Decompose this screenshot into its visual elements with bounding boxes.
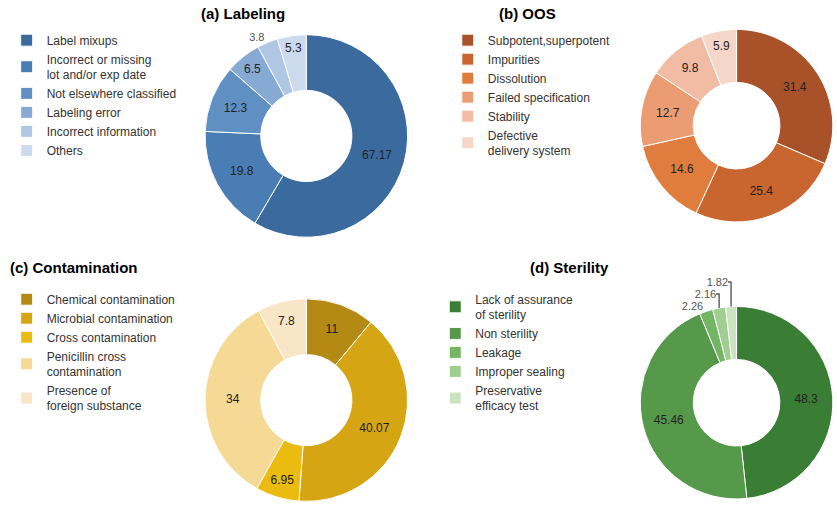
svg-text:40.07: 40.07: [359, 421, 389, 435]
svg-text:Incorrect information: Incorrect information: [47, 125, 156, 139]
svg-text:Improper sealing: Improper sealing: [475, 365, 564, 379]
svg-text:Not elsewhere classified: Not elsewhere classified: [47, 87, 176, 101]
svg-text:Others: Others: [47, 144, 83, 158]
svg-text:Microbial contamination: Microbial contamination: [47, 312, 173, 326]
svg-text:67.17: 67.17: [362, 148, 392, 162]
svg-text:31.4: 31.4: [783, 80, 807, 94]
svg-text:(c) Contamination: (c) Contamination: [10, 259, 138, 276]
svg-text:6.5: 6.5: [244, 62, 261, 76]
svg-text:6.95: 6.95: [271, 473, 295, 487]
svg-text:Failed specification: Failed specification: [488, 91, 590, 105]
svg-text:(d) Sterility: (d) Sterility: [530, 259, 609, 276]
svg-text:34: 34: [226, 392, 240, 406]
svg-text:Labeling error: Labeling error: [47, 106, 121, 120]
svg-text:Impurities: Impurities: [488, 53, 540, 67]
svg-text:25.4: 25.4: [750, 184, 774, 198]
svg-text:Lack of assuranceof sterility: Lack of assuranceof sterility: [475, 293, 573, 323]
svg-text:45.46: 45.46: [654, 413, 684, 427]
svg-text:12.3: 12.3: [224, 101, 248, 115]
svg-text:48.3: 48.3: [794, 392, 818, 406]
svg-text:1.82: 1.82: [707, 276, 728, 288]
svg-text:Penicillin crosscontamination: Penicillin crosscontamination: [47, 350, 126, 380]
svg-text:(a) Labeling: (a) Labeling: [201, 5, 285, 22]
svg-text:Dissolution: Dissolution: [488, 72, 547, 86]
svg-text:14.6: 14.6: [670, 162, 694, 176]
svg-text:12.7: 12.7: [656, 106, 680, 120]
svg-text:19.8: 19.8: [230, 164, 254, 178]
svg-text:Cross contamination: Cross contamination: [47, 331, 156, 345]
svg-text:Defectivedelivery system: Defectivedelivery system: [488, 129, 571, 159]
svg-text:(b) OOS: (b) OOS: [499, 5, 556, 22]
svg-text:Stability: Stability: [488, 110, 530, 124]
svg-text:Subpotent,superpotent: Subpotent,superpotent: [488, 34, 610, 48]
svg-text:3.8: 3.8: [249, 31, 264, 43]
svg-text:Chemical contamination: Chemical contamination: [47, 293, 175, 307]
svg-text:2.26: 2.26: [682, 300, 703, 312]
svg-text:5.9: 5.9: [713, 39, 730, 53]
svg-text:5.3: 5.3: [285, 41, 302, 55]
svg-text:Preservativeefficacy test: Preservativeefficacy test: [475, 384, 542, 414]
svg-text:Incorrect or missinglot and/or: Incorrect or missinglot and/or exp date: [47, 53, 152, 83]
svg-text:Leakage: Leakage: [475, 346, 521, 360]
svg-text:2.16: 2.16: [695, 288, 716, 300]
svg-text:Presence offoreign substance: Presence offoreign substance: [47, 384, 142, 414]
svg-text:9.8: 9.8: [682, 61, 699, 75]
svg-text:11: 11: [326, 322, 339, 336]
svg-text:7.8: 7.8: [278, 314, 295, 328]
svg-text:Label mixups: Label mixups: [47, 34, 118, 48]
svg-text:Non sterility: Non sterility: [475, 327, 538, 341]
